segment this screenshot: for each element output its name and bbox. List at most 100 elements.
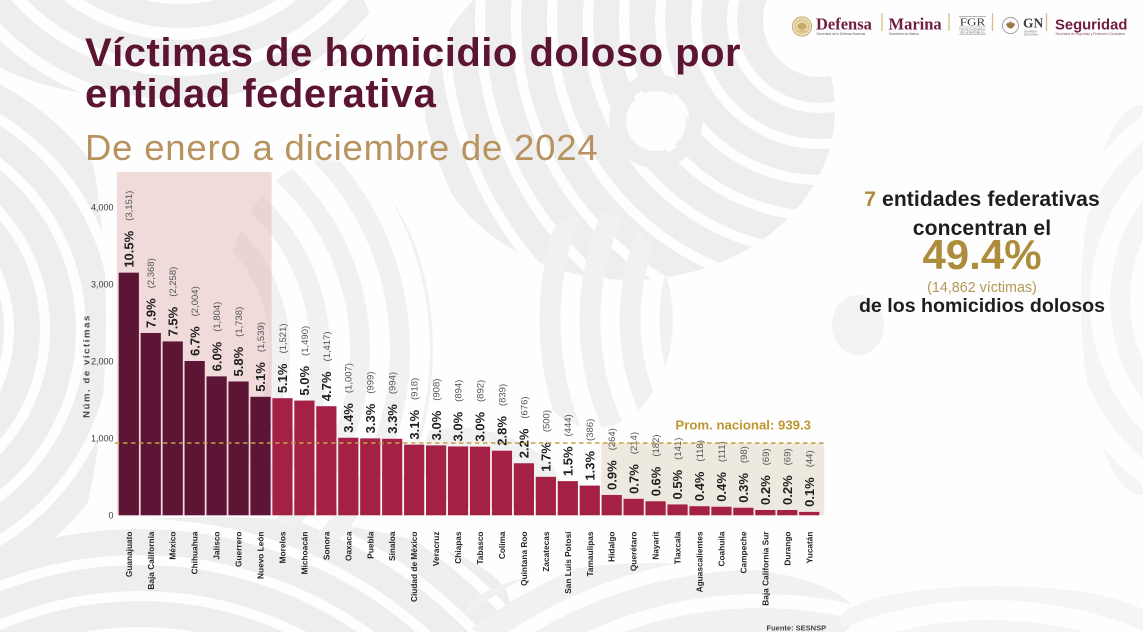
svg-text:(141): (141) — [673, 438, 684, 460]
svg-text:Michoacán: Michoacán — [299, 532, 309, 575]
svg-text:1.3%: 1.3% — [582, 451, 597, 481]
svg-text:0.5%: 0.5% — [670, 469, 685, 499]
svg-text:0.2%: 0.2% — [758, 475, 773, 505]
svg-text:Yucatán: Yucatán — [804, 532, 814, 564]
svg-text:1.5%: 1.5% — [560, 446, 575, 476]
svg-text:0.6%: 0.6% — [648, 466, 663, 496]
svg-text:San Luis Potosí: San Luis Potosí — [563, 531, 573, 594]
svg-text:(999): (999) — [366, 372, 377, 394]
svg-text:2.8%: 2.8% — [495, 416, 510, 446]
svg-text:(1,521): (1,521) — [278, 323, 289, 353]
svg-text:FGR: FGR — [960, 18, 986, 29]
svg-text:Marina: Marina — [889, 15, 942, 34]
svg-text:Baja California Sur: Baja California Sur — [760, 531, 770, 606]
svg-text:Coahuila: Coahuila — [716, 531, 726, 566]
svg-text:NACIONAL: NACIONAL — [1024, 33, 1039, 37]
svg-text:10.5%: 10.5% — [121, 230, 136, 267]
svg-text:Aguascalientes: Aguascalientes — [694, 531, 704, 592]
svg-text:(118): (118) — [695, 440, 706, 461]
svg-text:Guanajuato: Guanajuato — [124, 532, 134, 578]
svg-text:Colima: Colima — [497, 531, 507, 559]
svg-text:(894): (894) — [453, 380, 464, 402]
svg-text:(1,417): (1,417) — [322, 331, 333, 361]
svg-text:(214): (214) — [629, 432, 640, 454]
svg-text:0: 0 — [108, 510, 113, 520]
svg-text:0.4%: 0.4% — [692, 471, 707, 501]
svg-text:(111): (111) — [717, 441, 728, 462]
svg-text:Prom. nacional: 939.3: Prom. nacional: 939.3 — [675, 418, 811, 433]
svg-text:0.3%: 0.3% — [736, 473, 751, 503]
svg-text:Hidalgo: Hidalgo — [607, 532, 617, 562]
svg-text:Quintana Roo: Quintana Roo — [519, 532, 529, 586]
svg-text:(1,490): (1,490) — [300, 326, 311, 356]
svg-text:(3,151): (3,151) — [124, 191, 135, 221]
svg-text:Tamaulipas: Tamaulipas — [585, 531, 595, 576]
svg-text:(2,258): (2,258) — [168, 267, 179, 297]
svg-text:Tlaxcala: Tlaxcala — [673, 531, 683, 564]
svg-text:3.0%: 3.0% — [429, 410, 444, 440]
svg-text:Chihuahua: Chihuahua — [190, 531, 200, 574]
svg-text:(69): (69) — [761, 448, 772, 465]
svg-text:Nuevo León: Nuevo León — [255, 532, 265, 579]
svg-text:2,000: 2,000 — [91, 356, 114, 366]
svg-text:Sonora: Sonora — [321, 531, 331, 560]
svg-text:Tabasco: Tabasco — [475, 532, 485, 565]
svg-text:0.4%: 0.4% — [714, 472, 729, 502]
svg-text:3.4%: 3.4% — [341, 403, 356, 433]
svg-text:Núm. de víctimas: Núm. de víctimas — [81, 314, 92, 418]
svg-text:3.1%: 3.1% — [407, 410, 422, 440]
svg-text:5.8%: 5.8% — [231, 346, 246, 376]
svg-text:5.1%: 5.1% — [253, 362, 268, 392]
svg-text:(1,007): (1,007) — [344, 363, 355, 393]
svg-text:Secretaría de la Defensa Nacio: Secretaría de la Defensa Nacional — [817, 32, 866, 36]
svg-text:Morelos: Morelos — [277, 531, 287, 563]
svg-text:Zacatecas: Zacatecas — [541, 531, 551, 572]
svg-text:(444): (444) — [563, 414, 574, 436]
svg-text:3.3%: 3.3% — [385, 404, 400, 434]
svg-text:7.5%: 7.5% — [165, 306, 180, 336]
svg-text:4,000: 4,000 — [91, 202, 114, 212]
svg-text:6.7%: 6.7% — [187, 326, 202, 356]
svg-text:Nayarit: Nayarit — [651, 531, 661, 559]
svg-text:Querétaro: Querétaro — [629, 532, 639, 572]
svg-text:Campeche: Campeche — [738, 531, 748, 573]
svg-text:Sinaloa: Sinaloa — [387, 531, 397, 561]
svg-text:(2,004): (2,004) — [190, 286, 201, 316]
svg-text:3.0%: 3.0% — [451, 411, 466, 441]
svg-text:Guerrero: Guerrero — [234, 532, 244, 568]
svg-text:3,000: 3,000 — [91, 279, 114, 289]
svg-text:(1,738): (1,738) — [234, 307, 245, 337]
svg-text:Seguridad: Seguridad — [1055, 18, 1127, 34]
svg-text:(44): (44) — [805, 450, 816, 467]
svg-text:(386): (386) — [585, 419, 596, 441]
svg-text:(839): (839) — [497, 384, 508, 406]
svg-text:(264): (264) — [607, 428, 618, 450]
svg-text:Fuente: SESNSP: Fuente: SESNSP — [767, 624, 827, 632]
svg-text:GUARDIA: GUARDIA — [1024, 30, 1037, 34]
svg-text:(676): (676) — [519, 396, 530, 418]
svg-text:GN: GN — [1023, 16, 1044, 31]
svg-text:Durango: Durango — [782, 532, 792, 566]
svg-text:(918): (918) — [410, 378, 421, 400]
svg-text:1.7%: 1.7% — [539, 442, 554, 472]
svg-text:(908): (908) — [432, 379, 443, 401]
svg-text:5.0%: 5.0% — [297, 365, 312, 395]
svg-text:0.2%: 0.2% — [780, 475, 795, 505]
svg-text:Chiapas: Chiapas — [453, 531, 463, 564]
svg-text:(98): (98) — [739, 446, 750, 463]
svg-text:(892): (892) — [475, 380, 486, 402]
svg-text:(500): (500) — [541, 410, 552, 432]
svg-text:0.1%: 0.1% — [802, 477, 817, 507]
svg-text:4.7%: 4.7% — [319, 371, 334, 401]
svg-text:3.0%: 3.0% — [473, 412, 488, 442]
svg-text:Jalisco: Jalisco — [212, 532, 222, 560]
svg-text:(994): (994) — [388, 372, 399, 394]
svg-text:6.0%: 6.0% — [209, 341, 224, 371]
svg-text:(1,539): (1,539) — [256, 322, 267, 352]
svg-text:(182): (182) — [651, 434, 662, 456]
svg-text:Ciudad de México: Ciudad de México — [409, 532, 419, 603]
svg-text:3.3%: 3.3% — [363, 403, 378, 433]
svg-text:0.7%: 0.7% — [626, 464, 641, 494]
svg-text:FISCALÍA GENERAL: FISCALÍA GENERAL — [959, 28, 986, 32]
svg-text:Puebla: Puebla — [365, 531, 375, 559]
